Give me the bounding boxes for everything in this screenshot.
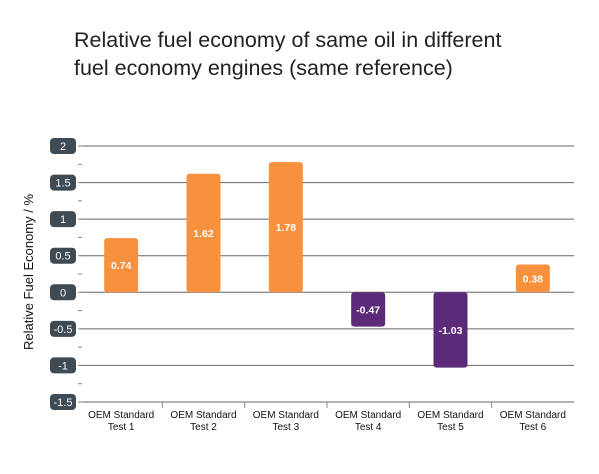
- y-tick-label: -1.5: [54, 397, 73, 409]
- y-tick-badge: [50, 174, 76, 191]
- minor-tick-marks: [78, 145, 82, 403]
- y-tick-label: -1: [58, 360, 68, 372]
- y-tick-badge: [50, 357, 76, 374]
- x-category-label: OEM Standard Test 4: [335, 410, 401, 433]
- y-tick: 1.5: [50, 174, 76, 191]
- y-tick-badge: [50, 211, 76, 228]
- y-tick-badge: [50, 394, 76, 410]
- y-tick-label: 0.5: [55, 251, 70, 263]
- y-tick: 1: [50, 211, 76, 228]
- bar-value-label: 1.78: [276, 222, 297, 234]
- y-tick: 0: [50, 284, 76, 301]
- bars: 0.74 1.62 1.78 -0.47 -1.03 0.38: [104, 162, 550, 368]
- x-axis-category-labels: OEM Standard Test 1 OEM Standard Test 2 OEM …: [88, 402, 566, 433]
- y-tick: 2: [50, 138, 76, 154]
- x-category-label: OEM Standard Test 3: [253, 410, 319, 433]
- bar: [268, 162, 303, 293]
- y-tick-badge: [50, 247, 76, 264]
- bar-value-label: 0.74: [111, 260, 132, 272]
- y-tick: -0.5: [50, 320, 76, 337]
- chart-title: Relative fuel economy of same oil in dif…: [74, 26, 574, 82]
- y-tick-label: 1: [60, 214, 66, 226]
- bar: [104, 238, 139, 293]
- y-tick: 0.5: [50, 247, 76, 264]
- bar-value-label: 1.62: [193, 228, 214, 240]
- bar-value-label: 0.38: [523, 273, 544, 285]
- y-tick-label: -0.5: [54, 324, 73, 336]
- y-tick: -1.5: [50, 394, 76, 410]
- y-tick-label: 1.5: [55, 178, 70, 190]
- y-axis-label: Relative Fuel Economy / %: [21, 194, 36, 351]
- y-tick-label: 0: [60, 287, 66, 299]
- y-tick-badge: [50, 138, 76, 154]
- bar: [433, 292, 468, 368]
- bar: [351, 292, 386, 327]
- bar: [186, 173, 221, 293]
- x-category-label: OEM Standard Test 5: [417, 410, 483, 433]
- bar: [515, 264, 550, 293]
- x-category-label: OEM Standard Test 1: [88, 410, 154, 433]
- y-tick-badge: [50, 284, 76, 301]
- chart-title-line-1: Relative fuel economy of same oil in dif…: [74, 28, 502, 52]
- y-tick: -1: [50, 357, 76, 374]
- x-category-label: OEM Standard Test 2: [170, 410, 236, 433]
- y-tick-label: 2: [60, 141, 66, 153]
- bar-value-label: -1.03: [439, 325, 463, 337]
- x-category-label: OEM Standard Test 6: [500, 410, 566, 433]
- grid-lines: [80, 145, 574, 403]
- chart-title-line-2: fuel economy engines (same reference): [74, 56, 453, 80]
- y-axis-tick-labels: 2 1.5 1 0.5 0 -0.5 -1 -1.5: [50, 138, 76, 410]
- bar-value-label: -0.47: [356, 304, 380, 316]
- y-tick-badge: [50, 320, 76, 337]
